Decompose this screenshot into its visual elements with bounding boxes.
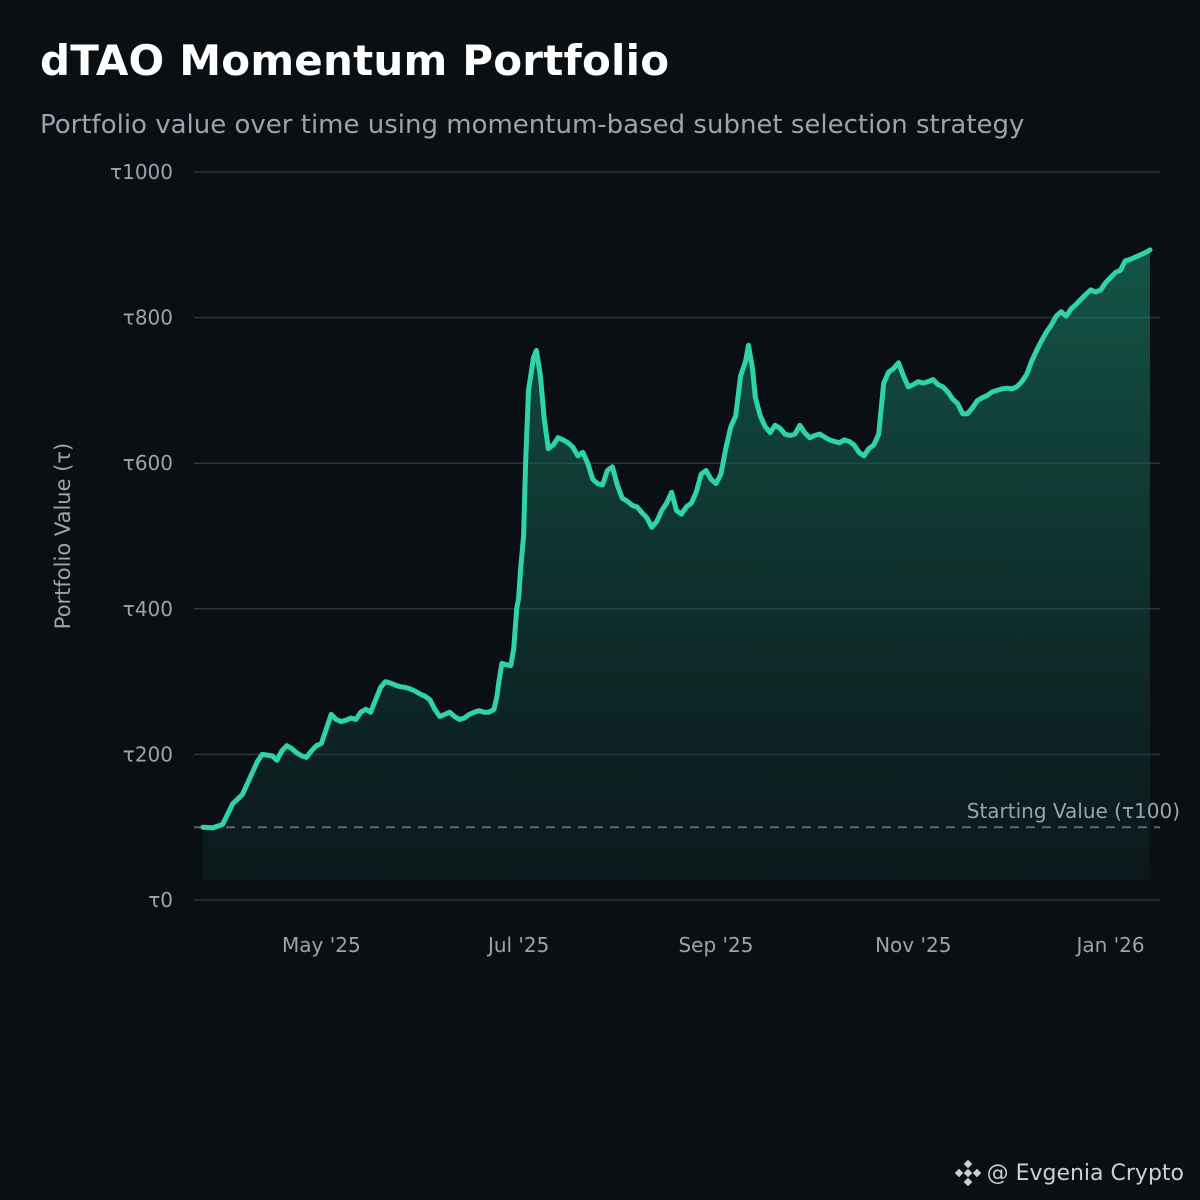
- y-tick-label: τ600: [123, 451, 173, 475]
- portfolio-area-fill: [203, 249, 1150, 880]
- y-tick-label: τ1000: [110, 160, 173, 184]
- y-tick-label: τ800: [123, 306, 173, 330]
- x-axis-ticks: May '25 Jul '25 Sep '25 Nov '25 Jan '26: [282, 933, 1145, 957]
- chart-subtitle: Portfolio value over time using momentum…: [40, 110, 1025, 140]
- starting-value-label: Starting Value (τ100): [967, 799, 1180, 823]
- x-tick-label: Jan '26: [1074, 933, 1144, 957]
- x-tick-label: Nov '25: [875, 933, 951, 957]
- y-tick-label: τ400: [123, 597, 173, 621]
- chart-title: dTAO Momentum Portfolio: [40, 36, 670, 85]
- y-axis-ticks: τ0 τ200 τ400 τ600 τ800 τ1000: [110, 160, 173, 912]
- x-tick-label: Sep '25: [678, 933, 753, 957]
- x-tick-label: Jul '25: [486, 933, 549, 957]
- y-tick-label: τ200: [123, 742, 173, 766]
- y-tick-label: τ0: [148, 888, 173, 912]
- portfolio-value-line: [200, 247, 1153, 831]
- diamond-logo-icon: [954, 1160, 981, 1186]
- y-axis-label: Portfolio Value (τ): [51, 443, 75, 629]
- watermark-text: @ Evgenia Crypto: [986, 1160, 1184, 1186]
- x-tick-label: May '25: [282, 933, 361, 957]
- watermark: @ Evgenia Crypto: [954, 1160, 1184, 1186]
